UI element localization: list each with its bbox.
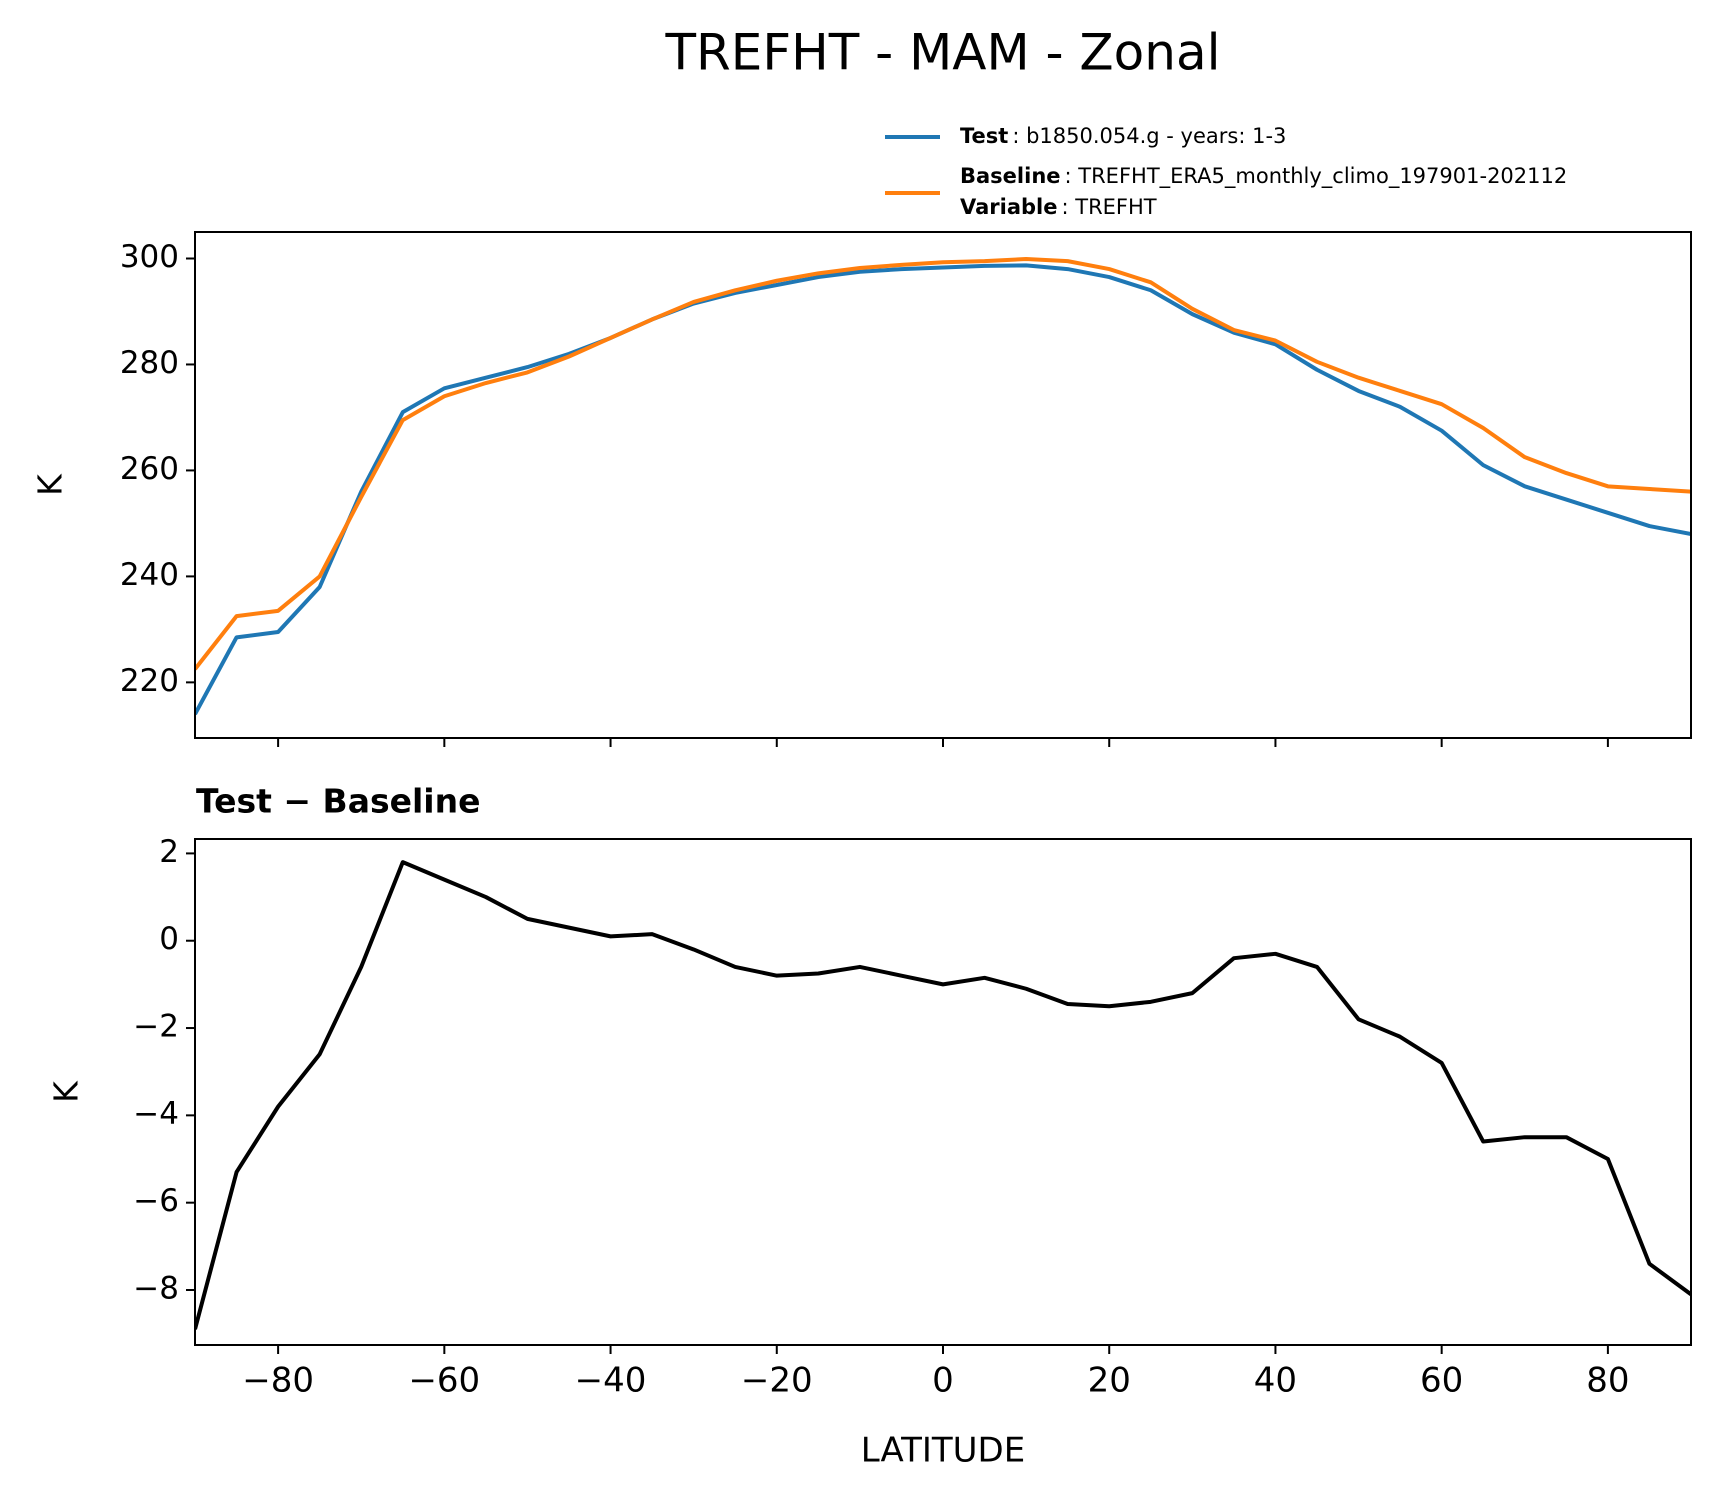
legend-label: : TREFHT — [1061, 195, 1156, 219]
y-tick-label: 260 — [120, 451, 179, 487]
figure-title: TREFHT - MAM - Zonal — [665, 24, 1221, 82]
legend-entry: Variable: TREFHT — [960, 195, 1157, 219]
x-tick-label: 40 — [1254, 1361, 1297, 1401]
x-tick-label: −80 — [242, 1361, 314, 1401]
plot-area — [195, 860, 1691, 1330]
x-tick-label: −20 — [741, 1361, 813, 1401]
legend-label: : b1850.054.g - years: 1-3 — [1012, 124, 1286, 148]
legend-name: Variable — [960, 195, 1057, 219]
y-tick-label: 240 — [120, 557, 179, 593]
x-tick-label: 20 — [1088, 1361, 1131, 1401]
y-tick-label: 280 — [120, 345, 179, 381]
y-tick-label: 220 — [120, 663, 179, 699]
plot-area — [195, 257, 1691, 716]
y-axis-label: K — [31, 473, 70, 496]
y-tick-label: −8 — [133, 1270, 179, 1306]
x-tick-label: −40 — [575, 1361, 647, 1401]
subplot-title: Test − Baseline — [196, 782, 481, 821]
x-tick-label: 80 — [1586, 1361, 1629, 1401]
legend-name: Baseline — [960, 164, 1061, 188]
legend-name: Test — [960, 124, 1008, 148]
y-axis-label: K — [47, 1080, 86, 1103]
data-line — [195, 263, 1691, 716]
x-tick-label: −60 — [408, 1361, 480, 1401]
y-tick-label: −2 — [133, 1009, 179, 1045]
legend-label: : TREFHT_ERA5_monthly_climo_197901-20211… — [1065, 164, 1568, 189]
axes-frame — [194, 838, 1692, 1346]
x-tick-label: 0 — [932, 1361, 954, 1401]
axes-frame — [194, 231, 1692, 739]
data-line — [195, 257, 1691, 671]
legend-entry: Test: b1850.054.g - years: 1-3 — [960, 124, 1286, 148]
x-tick-label: 60 — [1420, 1361, 1463, 1401]
data-line — [195, 860, 1691, 1330]
y-tick-label: −4 — [133, 1096, 179, 1132]
y-tick-label: −6 — [133, 1183, 179, 1219]
legend-entry: Baseline: TREFHT_ERA5_monthly_climo_1979… — [960, 164, 1567, 189]
y-tick-label: 300 — [120, 239, 179, 275]
y-tick-label: 0 — [159, 921, 179, 957]
y-tick-label: 2 — [159, 834, 179, 870]
x-axis-label: LATITUDE — [861, 1431, 1025, 1471]
